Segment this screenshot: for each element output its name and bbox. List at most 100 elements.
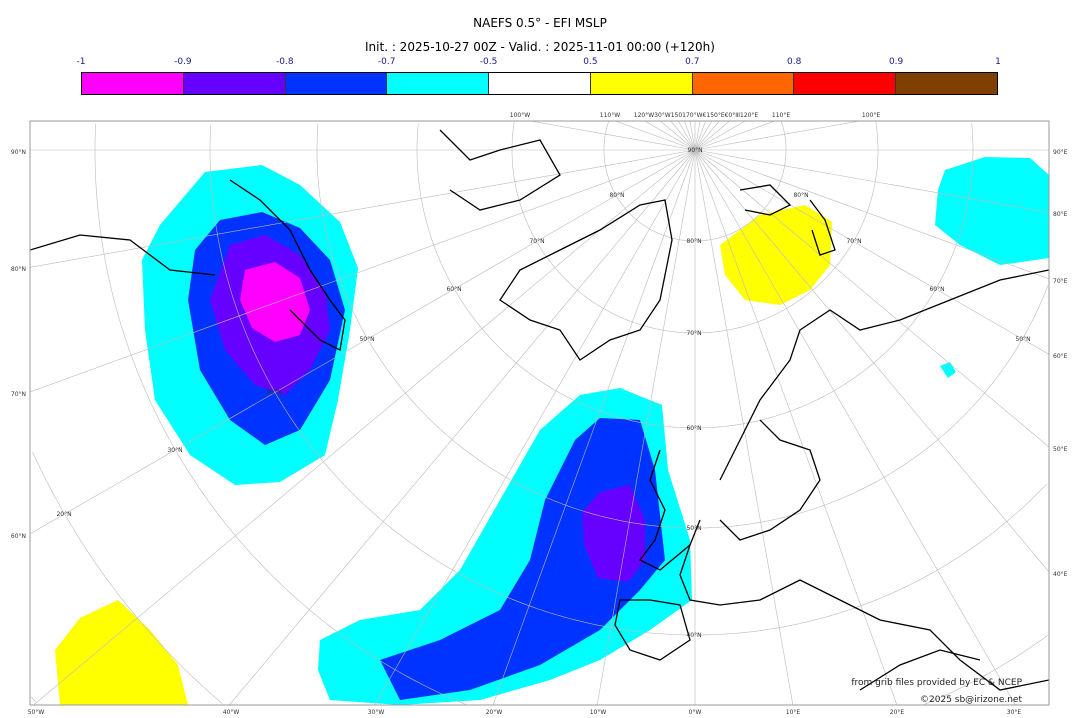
meridian-line xyxy=(694,121,712,151)
meridian-line xyxy=(694,121,746,151)
latitude-label: 40°E xyxy=(1053,571,1068,578)
colorbar-tick-label: -1 xyxy=(76,57,86,67)
colorbar-tick-label: -0.5 xyxy=(479,57,498,67)
grid-label: 60°N xyxy=(446,286,461,293)
meridian-line xyxy=(530,121,696,151)
colorbar-bin xyxy=(590,73,693,94)
grid-label: 70°N xyxy=(529,238,544,245)
meridian-line xyxy=(694,121,701,151)
grid-label: 80°N xyxy=(609,192,624,199)
latitude-label: 70°N xyxy=(11,391,26,398)
meridian-line xyxy=(492,149,696,705)
map-frame xyxy=(29,120,1050,706)
longitude-label: 30°W xyxy=(368,709,385,716)
grid-label: 70°N xyxy=(846,238,861,245)
colorbar-bin xyxy=(692,73,795,94)
meridian-line xyxy=(596,149,696,705)
grid-label: 80°N xyxy=(686,238,701,245)
meridian-line xyxy=(694,121,720,151)
latitude-label: 90°N xyxy=(11,149,26,156)
longitude-label: 100°W xyxy=(510,112,530,119)
grid-label: 50°N xyxy=(686,525,701,532)
latitude-label: 90°E xyxy=(1053,149,1068,156)
longitude-label: 50°W xyxy=(28,709,45,716)
efi-field xyxy=(55,157,1049,705)
grid-label: 90°N xyxy=(687,147,702,154)
latitude-line xyxy=(94,123,466,705)
meridian-line xyxy=(694,149,794,705)
efi-area-blue xyxy=(380,418,665,700)
meridian-line xyxy=(689,121,696,151)
latitude-line xyxy=(316,123,695,529)
colorbar-tick-label: -0.8 xyxy=(275,57,294,67)
latitude-line xyxy=(31,696,37,703)
graticule xyxy=(30,121,1049,705)
efi-area-magenta xyxy=(240,262,310,342)
latitude-line xyxy=(695,483,1048,636)
grid-label: 30°N xyxy=(167,447,182,454)
colorbar-tick-label: -0.9 xyxy=(174,57,192,67)
colorbar-bin xyxy=(183,73,286,94)
colorbar-bin xyxy=(896,73,998,94)
latitude-label: 70°E xyxy=(1053,278,1068,285)
meridian-line xyxy=(644,121,696,151)
efi-area-cyan xyxy=(935,157,1049,265)
colorbar-bin xyxy=(794,73,897,94)
colorbar-bin xyxy=(387,73,490,94)
efi-area-yellow xyxy=(55,600,188,705)
meridian-line xyxy=(660,121,696,151)
latitude-label: 50°E xyxy=(1053,446,1068,453)
chart-title: NAEFS 0.5° - EFI MSLP xyxy=(473,16,607,30)
colorbar-tick-label: 0.8 xyxy=(787,57,802,67)
latitude-line xyxy=(416,123,695,429)
latitude-label: 60°N xyxy=(11,533,26,540)
meridian-line xyxy=(694,149,898,705)
coastlines xyxy=(30,129,1049,691)
colorbar-tick-label: 0.5 xyxy=(583,57,598,67)
latitude-label: 80°N xyxy=(11,266,26,273)
latitude-line xyxy=(695,121,787,242)
longitude-label: 20°E xyxy=(890,709,905,716)
grid-label: 40°N xyxy=(266,389,281,396)
grid-label: 40°N xyxy=(686,632,701,639)
grid-label: 50°N xyxy=(1015,336,1030,343)
grid-label: 70°N xyxy=(686,330,701,337)
meridian-line xyxy=(30,149,696,393)
longitude-label: 10°E xyxy=(786,709,801,716)
longitude-label: 20°W xyxy=(486,709,503,716)
colorbar xyxy=(81,72,998,95)
meridian-line xyxy=(694,149,1049,573)
meridian-line xyxy=(229,149,696,705)
meridian-line xyxy=(694,121,775,151)
grid-label: 60°N xyxy=(686,425,701,432)
latitude-label: 60°E xyxy=(1053,353,1068,360)
colorbar-tick-label: 1 xyxy=(995,57,1001,67)
longitude-label: 110°E xyxy=(772,112,790,119)
meridian-line xyxy=(670,121,696,151)
longitude-label: 30°E xyxy=(1007,709,1022,716)
longitude-label: 0°W xyxy=(689,709,702,716)
grid-label: 50°N xyxy=(359,336,374,343)
colorbar-tick-label: 0.9 xyxy=(888,57,904,67)
meridian-line xyxy=(694,149,1049,355)
meridian-line xyxy=(694,121,860,151)
longitude-label: 40°W xyxy=(223,709,240,716)
latitude-label: 80°E xyxy=(1053,211,1068,218)
grid-label: 80°N xyxy=(793,192,808,199)
credit-source: from grib files provided by EC & NCEP xyxy=(851,678,1022,688)
colorbar-tick-label: 0.7 xyxy=(685,57,700,67)
credit-copyright: ©2025 sb@irizone.net xyxy=(920,695,1022,705)
meridian-line xyxy=(374,149,696,705)
latitude-line xyxy=(695,123,974,429)
latitude-line xyxy=(924,635,1048,705)
chart-subtitle: Init. : 2025-10-27 00Z - Valid. : 2025-1… xyxy=(365,40,715,54)
longitude-label: 10°W xyxy=(590,709,607,716)
meridian-line xyxy=(30,149,696,535)
colorbar-tick-label: -0.7 xyxy=(377,57,396,67)
meridian-line xyxy=(694,149,1016,705)
meridian-line xyxy=(694,149,1049,448)
latitude-line xyxy=(209,124,695,636)
colorbar-bin xyxy=(82,73,184,94)
meridian-line xyxy=(694,121,706,151)
